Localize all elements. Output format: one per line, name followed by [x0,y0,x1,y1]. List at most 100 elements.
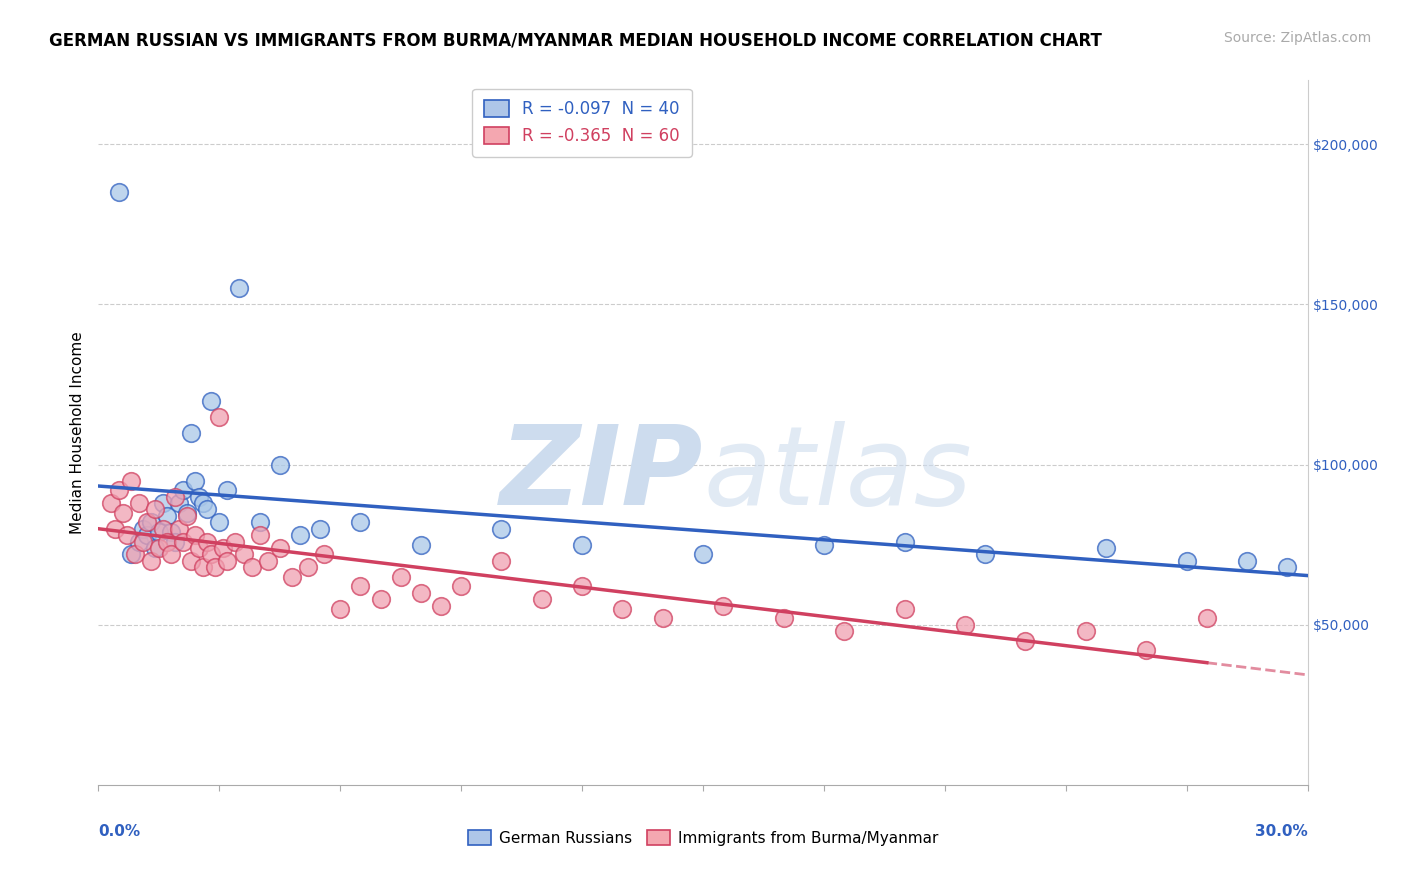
Point [813,538,835,552]
Text: 30.0%: 30.0% [1254,823,1308,838]
Point [224,534,246,549]
Point [692,547,714,561]
Point [152,496,174,510]
Point [115,528,138,542]
Point [430,599,453,613]
Point [1074,624,1097,639]
Point [1175,554,1198,568]
Point [711,599,734,613]
Text: atlas: atlas [703,421,972,528]
Point [297,560,319,574]
Point [128,496,150,510]
Point [135,516,157,530]
Point [953,617,976,632]
Point [281,570,304,584]
Point [269,541,291,555]
Point [156,534,179,549]
Point [148,524,170,539]
Point [100,496,122,510]
Point [217,554,239,568]
Point [571,579,593,593]
Point [124,547,146,561]
Point [309,522,332,536]
Point [370,592,392,607]
Text: Source: ZipAtlas.com: Source: ZipAtlas.com [1223,31,1371,45]
Point [160,524,183,539]
Point [240,560,263,574]
Point [409,586,432,600]
Legend: German Russians, Immigrants from Burma/Myanmar: German Russians, Immigrants from Burma/M… [458,821,948,855]
Point [120,547,142,561]
Point [107,186,129,200]
Text: 0.0%: 0.0% [98,823,141,838]
Point [139,554,162,568]
Point [1277,560,1299,574]
Point [571,538,593,552]
Point [152,522,174,536]
Point [208,516,231,530]
Point [349,579,371,593]
Point [128,534,150,549]
Point [530,592,553,607]
Point [143,541,166,555]
Point [1095,541,1118,555]
Point [167,522,190,536]
Point [228,281,250,295]
Point [893,534,915,549]
Point [176,508,198,523]
Point [349,516,371,530]
Point [974,547,997,561]
Point [249,528,271,542]
Point [132,534,155,549]
Text: GERMAN RUSSIAN VS IMMIGRANTS FROM BURMA/MYANMAR MEDIAN HOUSEHOLD INCOME CORRELAT: GERMAN RUSSIAN VS IMMIGRANTS FROM BURMA/… [49,31,1102,49]
Point [180,425,202,440]
Point [163,534,186,549]
Point [193,496,215,510]
Point [103,522,125,536]
Point [651,611,673,625]
Point [184,528,207,542]
Point [409,538,432,552]
Point [195,502,218,516]
Point [1135,643,1157,657]
Point [1236,554,1258,568]
Point [139,516,162,530]
Point [832,624,855,639]
Point [135,528,157,542]
Point [208,409,231,424]
Point [195,534,218,549]
Point [200,547,222,561]
Point [1014,633,1036,648]
Point [143,502,166,516]
Point [491,554,513,568]
Point [249,516,271,530]
Point [232,547,254,561]
Point [148,541,170,555]
Point [200,393,222,408]
Point [172,483,194,498]
Point [389,570,412,584]
Point [160,547,183,561]
Point [167,496,190,510]
Point [180,554,202,568]
Point [612,601,634,615]
Point [217,483,239,498]
Point [111,506,134,520]
Point [288,528,311,542]
Point [491,522,513,536]
Point [184,474,207,488]
Point [212,541,235,555]
Point [1195,611,1218,625]
Point [188,541,211,555]
Y-axis label: Median Household Income: Median Household Income [69,331,84,534]
Point [120,474,142,488]
Point [163,490,186,504]
Point [107,483,129,498]
Point [329,601,352,615]
Point [269,458,291,472]
Point [450,579,472,593]
Point [204,560,226,574]
Point [132,522,155,536]
Point [188,490,211,504]
Point [193,560,215,574]
